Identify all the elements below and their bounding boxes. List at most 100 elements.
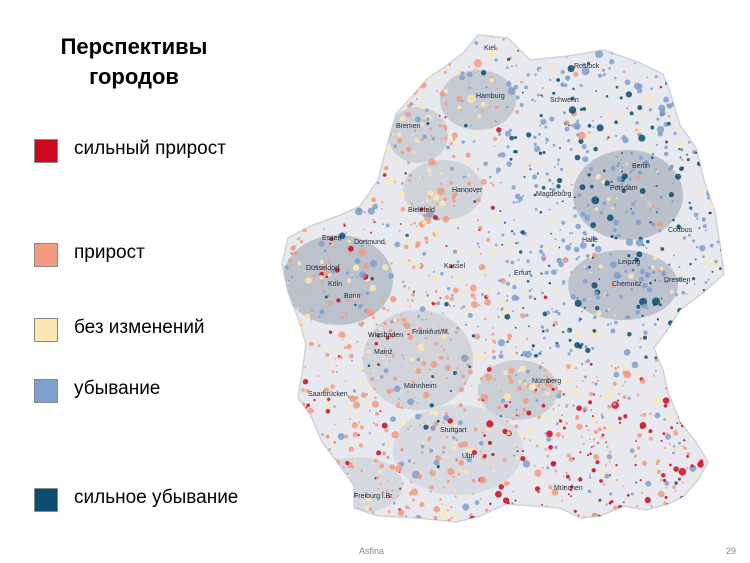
settlement-dot (552, 188, 556, 192)
settlement-dot (316, 160, 323, 168)
settlement-dot (485, 286, 490, 291)
settlement-dot (279, 203, 281, 205)
settlement-dot (487, 440, 493, 445)
settlement-dot (658, 104, 666, 112)
settlement-dot (575, 385, 578, 388)
settlement-dot (416, 262, 421, 268)
settlement-dot (282, 337, 286, 342)
settlement-dot (589, 391, 594, 397)
settlement-dot (546, 436, 552, 442)
settlement-dot (559, 167, 564, 172)
settlement-dot (446, 356, 450, 360)
settlement-dot (702, 255, 705, 258)
settlement-dot (525, 170, 528, 173)
settlement-dot (722, 83, 724, 87)
settlement-dot (605, 441, 607, 444)
settlement-dot (345, 145, 350, 149)
settlement-dot (601, 68, 605, 72)
settlement-dot (369, 443, 372, 446)
settlement-dot (337, 433, 345, 441)
settlement-dot (284, 393, 288, 397)
settlement-dot (286, 475, 289, 478)
settlement-dot (698, 422, 704, 427)
city-label: Saarbrücken (308, 391, 348, 398)
settlement-dot (441, 451, 445, 454)
settlement-dot (506, 250, 511, 255)
settlement-dot (673, 254, 675, 257)
settlement-dot (713, 180, 716, 184)
settlement-dot (722, 421, 724, 428)
settlement-dot (686, 452, 691, 456)
settlement-dot (525, 313, 529, 317)
settlement-dot (597, 427, 602, 432)
settlement-dot (681, 481, 684, 484)
settlement-dot (427, 168, 432, 173)
settlement-dot (701, 416, 704, 418)
settlement-dot (581, 380, 584, 383)
settlement-dot (400, 182, 404, 185)
city-label: Ulm (462, 453, 475, 460)
settlement-dot (344, 112, 348, 116)
settlement-dot (677, 391, 680, 394)
settlement-dot (480, 354, 487, 360)
settlement-dot (328, 146, 331, 150)
settlement-dot (522, 407, 527, 412)
settlement-dot (694, 151, 698, 154)
settlement-dot (635, 128, 638, 132)
settlement-dot (421, 440, 425, 444)
settlement-dot (340, 508, 346, 514)
settlement-dot (333, 441, 336, 444)
settlement-dot (364, 396, 366, 399)
settlement-dot (622, 395, 627, 400)
settlement-dot (515, 201, 518, 204)
settlement-dot (522, 306, 525, 310)
settlement-dot (666, 103, 673, 109)
settlement-dot (299, 319, 305, 325)
settlement-dot (462, 305, 466, 308)
settlement-dot (323, 249, 327, 253)
settlement-dot (458, 402, 463, 408)
settlement-dot (598, 264, 604, 269)
settlement-dot (705, 480, 708, 483)
settlement-dot (588, 38, 595, 46)
settlement-dot (411, 134, 414, 136)
settlement-dot (399, 116, 406, 122)
settlement-dot (518, 380, 522, 384)
settlement-dot (585, 254, 590, 258)
settlement-dot (278, 516, 281, 519)
settlement-dot (352, 389, 356, 393)
settlement-dot (639, 479, 642, 482)
settlement-dot (543, 388, 546, 391)
settlement-dot (367, 207, 375, 215)
settlement-dot (693, 475, 697, 478)
settlement-dot (555, 155, 558, 158)
settlement-dot (572, 404, 575, 407)
settlement-dot (555, 431, 561, 438)
settlement-dot (439, 297, 442, 299)
settlement-dot (439, 498, 442, 501)
settlement-dot (502, 308, 509, 315)
settlement-dot (421, 383, 424, 386)
city-label: Mannheim (404, 383, 437, 390)
settlement-dot (696, 424, 702, 429)
settlement-dot (333, 511, 338, 516)
settlement-dot (348, 61, 351, 65)
settlement-dot (443, 414, 450, 421)
settlement-dot (300, 497, 303, 500)
settlement-dot (575, 416, 580, 421)
settlement-dot (297, 141, 302, 146)
settlement-dot (328, 73, 336, 81)
settlement-dot (664, 352, 669, 357)
settlement-dot (376, 450, 382, 456)
settlement-dot (549, 217, 554, 222)
settlement-dot (493, 378, 496, 381)
settlement-dot (364, 82, 368, 86)
settlement-dot (568, 124, 571, 127)
settlement-dot (358, 304, 362, 309)
settlement-dot (415, 413, 422, 420)
settlement-dot (406, 112, 412, 118)
settlement-dot (440, 503, 443, 505)
settlement-dot (512, 490, 514, 493)
settlement-dot (614, 320, 618, 325)
settlement-dot (687, 390, 694, 397)
